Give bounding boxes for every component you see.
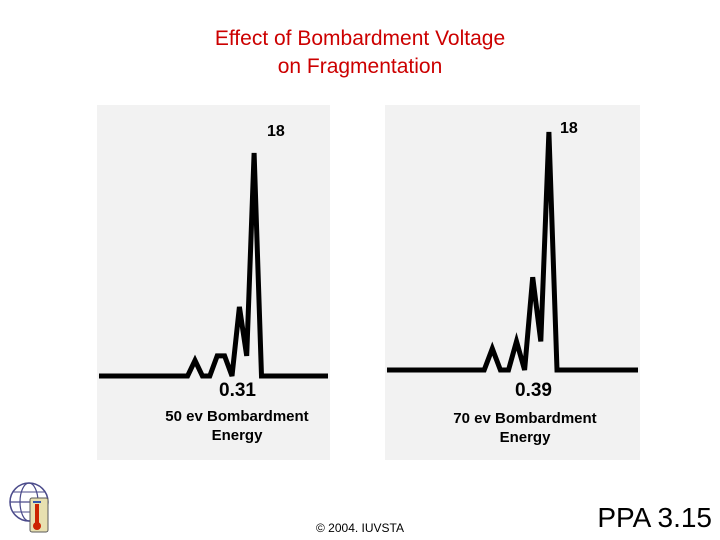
caption-50ev-line1: 50 ev Bombardment: [165, 408, 309, 425]
slide-number: PPA 3.15: [597, 502, 712, 533]
spectrum-trace-70ev: [387, 131, 638, 373]
spectrum-chart-50ev: [98, 152, 329, 379]
spectrum-chart-70ev: [386, 131, 639, 373]
slide-title-line1: Effect of Bombardment Voltage: [214, 27, 506, 50]
slide-title-line2: on Fragmentation: [277, 55, 443, 78]
spectrum-panel-70ev: 18 0.39 70 ev Bombardment Energy: [385, 105, 640, 460]
peak-label-50ev: 18: [267, 123, 285, 140]
ratio-label-50ev: 0.31: [219, 380, 256, 401]
caption-50ev-line2: Energy: [211, 427, 263, 444]
ratio-label-70ev: 0.39: [515, 380, 552, 401]
caption-70ev: 70 ev Bombardment Energy: [425, 409, 625, 447]
spectrum-panel-50ev: 18 0.31 50 ev Bombardment Energy: [97, 105, 330, 460]
slide-title: Effect of Bombardment Voltage on Fragmen…: [0, 25, 720, 81]
caption-50ev: 50 ev Bombardment Energy: [137, 407, 337, 445]
iuvsta-logo-icon: [9, 482, 49, 533]
spectrum-trace-50ev: [99, 152, 328, 379]
peak-label-70ev: 18: [560, 120, 578, 137]
copyright-text: © 2004. IUVSTA: [316, 521, 404, 535]
caption-70ev-line2: Energy: [499, 429, 551, 446]
caption-70ev-line1: 70 ev Bombardment: [453, 410, 597, 427]
